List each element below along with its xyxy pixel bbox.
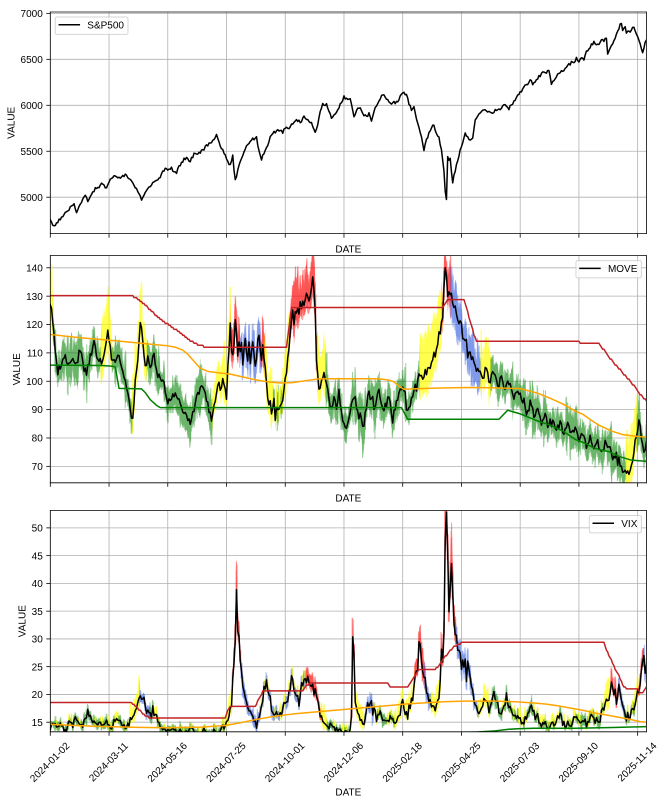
svg-text:DATE: DATE	[335, 787, 361, 798]
svg-text:20: 20	[32, 690, 44, 701]
svg-text:VALUE: VALUE	[18, 605, 29, 637]
svg-text:S&P500: S&P500	[87, 20, 124, 31]
svg-text:80: 80	[32, 434, 44, 445]
svg-text:50: 50	[32, 524, 44, 535]
svg-text:110: 110	[27, 349, 43, 360]
svg-text:5500: 5500	[21, 147, 44, 158]
svg-text:45: 45	[32, 551, 44, 562]
svg-text:30: 30	[32, 635, 44, 646]
svg-text:40: 40	[32, 579, 44, 590]
svg-text:100: 100	[26, 377, 43, 388]
svg-text:140: 140	[26, 263, 43, 274]
svg-text:25: 25	[32, 662, 44, 673]
svg-text:7000: 7000	[21, 9, 44, 20]
svg-text:DATE: DATE	[335, 244, 361, 255]
svg-text:120: 120	[26, 320, 43, 331]
svg-text:90: 90	[32, 405, 44, 416]
svg-text:35: 35	[32, 607, 44, 618]
svg-text:15: 15	[32, 718, 44, 729]
svg-text:130: 130	[26, 292, 43, 303]
svg-text:6000: 6000	[21, 101, 44, 112]
svg-text:DATE: DATE	[335, 494, 361, 505]
svg-text:MOVE: MOVE	[608, 264, 638, 275]
svg-text:6500: 6500	[21, 55, 44, 66]
svg-text:5000: 5000	[21, 193, 44, 204]
svg-text:VALUE: VALUE	[6, 106, 17, 138]
svg-text:VIX: VIX	[621, 519, 637, 530]
svg-text:VALUE: VALUE	[12, 353, 23, 385]
svg-text:70: 70	[32, 462, 44, 473]
